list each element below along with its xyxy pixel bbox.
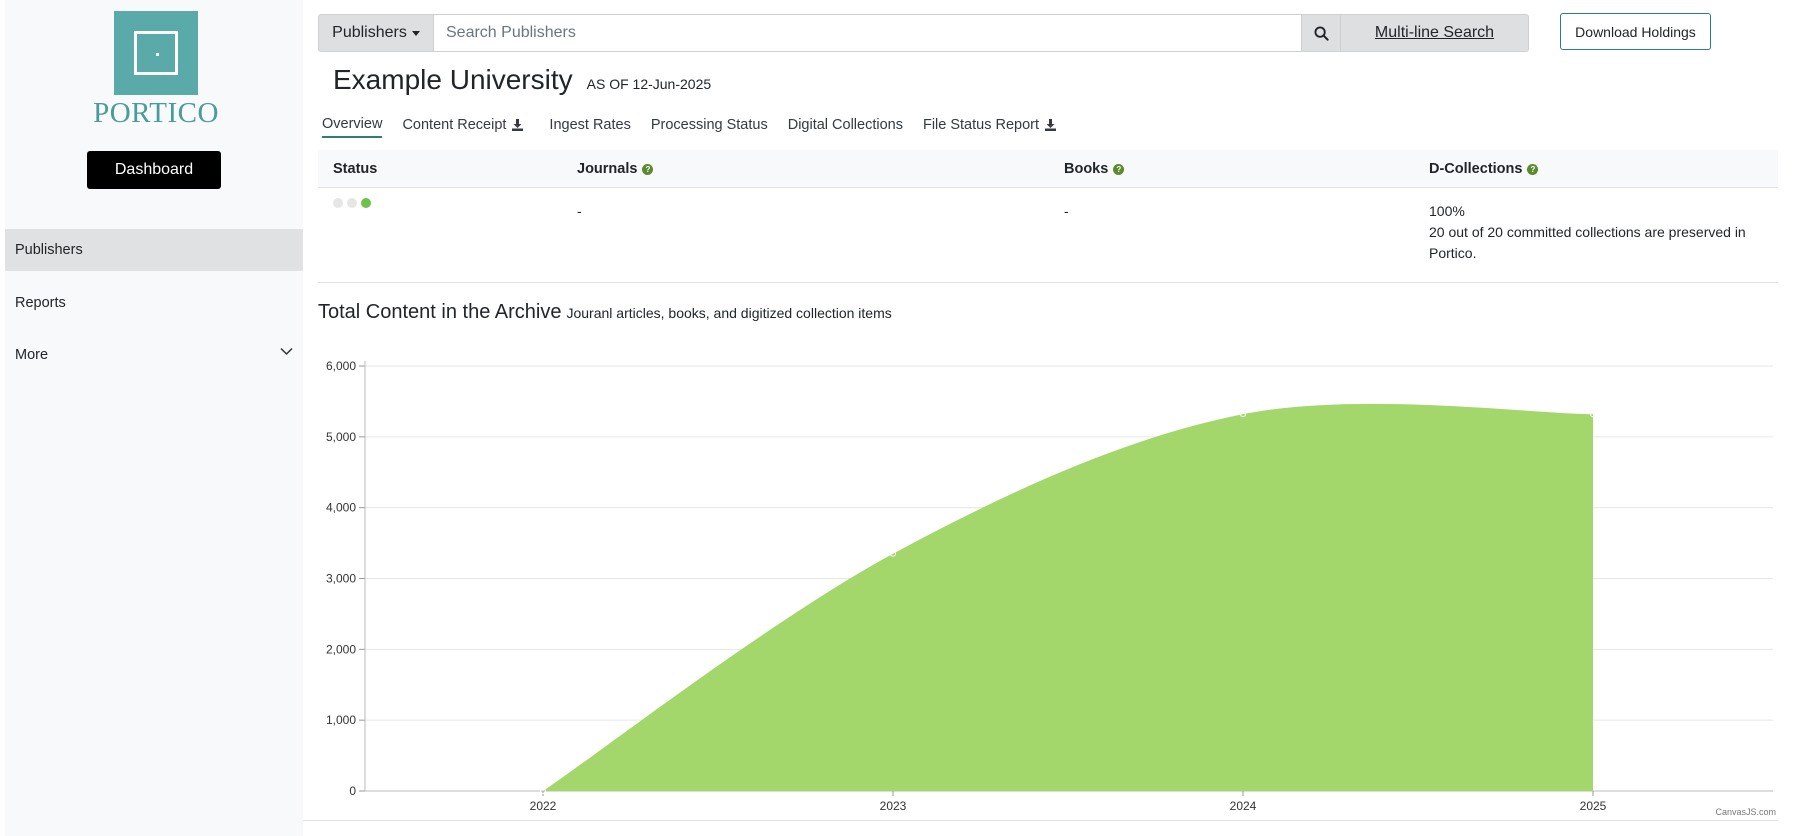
chart-title: Total Content in the Archive [318,301,561,324]
column-header-dcollections: D-Collections ? [1429,161,1538,177]
search-type-label: Publishers [332,24,407,42]
status-dot [347,198,357,208]
help-icon[interactable]: ? [1113,164,1124,175]
chart-subtitle: Jouranl articles, books, and digitized c… [566,305,891,321]
tab-overview[interactable]: Overview [322,116,382,138]
sidebar-item-more[interactable]: More [5,334,303,376]
chart-heading: Total Content in the Archive Jouranl art… [318,301,892,324]
status-dot [333,198,343,208]
journals-value: - [577,201,582,222]
status-indicator [333,198,371,208]
tab-processing-status[interactable]: Processing Status [651,116,768,138]
tab-label: File Status Report [923,117,1039,133]
divider [303,820,1778,821]
x-tick-label: 2024 [1230,799,1257,813]
books-value: - [1064,201,1069,222]
sidebar-item-reports[interactable]: Reports [5,282,303,324]
x-tick-label: 2023 [880,799,907,813]
y-tick-label: 4,000 [326,501,356,515]
y-tick-label: 2,000 [326,642,356,656]
column-header-status: Status [333,161,377,177]
as-of-date: AS OF 12-Jun-2025 [587,76,712,92]
dcollections-percent: 100% [1429,201,1769,222]
tab-ingest-rates[interactable]: Ingest Rates [549,116,630,138]
y-tick-label: 0 [349,784,356,798]
y-tick-label: 5,000 [326,430,356,444]
chart-credit[interactable]: CanvasJS.com [1715,807,1776,817]
tab-label: Digital Collections [788,117,903,133]
download-holdings-button[interactable]: Download Holdings [1560,13,1711,50]
page-header: Example University AS OF 12-Jun-2025 [333,64,711,96]
portico-logo-mark [114,11,198,95]
dcollections-cell: 100% 20 out of 20 committed collections … [1429,201,1769,264]
table-header-row: Status Journals ? Books ? D-Collections … [318,150,1778,188]
search-icon [1314,26,1329,41]
x-tick-label: 2022 [530,799,557,813]
status-table: Status Journals ? Books ? D-Collections … [318,150,1778,283]
search-button[interactable] [1301,14,1341,52]
caret-down-icon [412,31,420,36]
portico-logo-text: PORTICO [91,97,221,130]
status-dot [361,198,371,208]
multi-line-search-link[interactable]: Multi-line Search [1341,14,1529,52]
download-icon [1045,119,1056,131]
tab-content-receipt[interactable]: Content Receipt [402,116,523,138]
tab-label: Overview [322,116,382,132]
search-type-dropdown[interactable]: Publishers [318,14,434,52]
page-title: Example University [333,64,573,96]
x-tick-label: 2025 [1580,799,1607,813]
chevron-down-icon [280,347,293,356]
dcollections-note: 20 out of 20 committed collections are p… [1429,222,1769,264]
column-header-journals: Journals ? [577,161,653,177]
sidebar-item-label: Reports [15,295,66,311]
tab-label: Content Receipt [402,117,506,133]
y-tick-label: 3,000 [326,572,356,586]
column-header-books: Books ? [1064,161,1124,177]
tab-file-status-report[interactable]: File Status Report [923,116,1056,138]
publisher-search-bar: Publishers Multi-line Search [318,14,1529,52]
total-content-area-chart: 0 1,000 2,000 3,000 4,000 5,000 6,000 2022 2023 2… [303,345,1778,820]
sidebar-item-publishers[interactable]: Publishers [5,229,303,271]
chart-area-series [543,404,1593,791]
y-tick-label: 1,000 [326,713,356,727]
tab-label: Processing Status [651,117,768,133]
sidebar: PORTICO Dashboard Publishers Reports Mor… [5,0,303,836]
dashboard-button[interactable]: Dashboard [87,151,221,189]
search-input[interactable] [434,14,1301,52]
table-row: - - 100% 20 out of 20 committed collecti… [318,188,1778,283]
sidebar-item-label: More [15,347,48,363]
download-icon [512,119,523,131]
help-icon[interactable]: ? [642,164,653,175]
sidebar-item-label: Publishers [15,242,83,258]
tab-bar: Overview Content Receipt Ingest Rates Pr… [322,116,1056,138]
y-tick-label: 6,000 [326,359,356,373]
tab-digital-collections[interactable]: Digital Collections [788,116,903,138]
tab-label: Ingest Rates [549,117,630,133]
help-icon[interactable]: ? [1527,164,1538,175]
portico-logo[interactable]: PORTICO [91,11,221,130]
